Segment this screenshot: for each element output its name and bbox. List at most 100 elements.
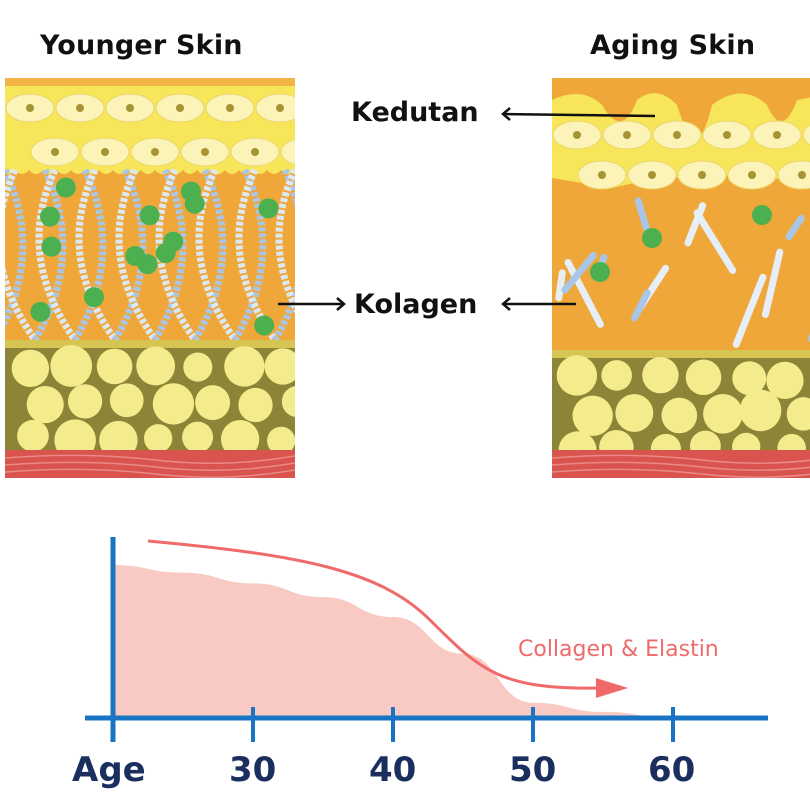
cell-nucleus xyxy=(76,104,84,112)
fat-cell xyxy=(143,424,173,453)
collagen-fiber xyxy=(75,168,118,343)
wrinkles-pointer-arrow-head xyxy=(501,107,511,121)
elastin-node xyxy=(752,205,772,225)
cell-nucleus xyxy=(201,148,209,156)
trend-arrow-line xyxy=(147,539,601,690)
elastin-node xyxy=(155,243,176,264)
collagen-fragment xyxy=(555,269,566,302)
collagen-fragment xyxy=(732,273,767,348)
muscle-layer xyxy=(552,450,810,478)
collagen-fiber xyxy=(191,168,227,342)
cell-nucleus xyxy=(51,148,59,156)
skin-cell xyxy=(255,93,295,123)
collagen-fiber xyxy=(5,168,27,330)
tick-label-40: 40 xyxy=(369,750,416,790)
fat-cell xyxy=(661,397,698,434)
collagen-fiber xyxy=(115,168,158,343)
cell-nucleus xyxy=(598,171,606,179)
collagen-fragment xyxy=(564,258,604,328)
elastin-node xyxy=(139,205,160,226)
elastin-node xyxy=(125,245,146,266)
elastin-node xyxy=(184,193,205,214)
fat-cell xyxy=(685,359,722,396)
fat-cell xyxy=(50,345,93,387)
elastin-node xyxy=(83,287,104,308)
cell-nucleus xyxy=(773,131,781,139)
collagen-fiber xyxy=(31,168,67,342)
fat-cell xyxy=(96,348,133,385)
fat-cell xyxy=(766,361,804,400)
younger-skin-panel xyxy=(5,78,295,478)
skin-cell xyxy=(802,124,810,146)
fat-cell xyxy=(238,387,273,423)
fat-cell xyxy=(109,383,144,418)
collagen-fiber xyxy=(231,168,267,342)
cell-nucleus xyxy=(623,131,631,139)
cell-nucleus xyxy=(723,131,731,139)
collagen-fragment xyxy=(561,251,597,294)
x-axis-label: Age xyxy=(72,750,146,790)
elastin-node xyxy=(55,177,76,198)
collagen-fiber xyxy=(271,168,295,342)
fat-cell xyxy=(281,386,295,418)
fat-cell xyxy=(99,420,138,460)
collagen-fragment xyxy=(693,209,737,274)
fat-cell xyxy=(220,419,260,459)
fat-cell xyxy=(183,352,213,382)
aging-skin-title: Aging Skin xyxy=(590,30,756,61)
elastin-node xyxy=(642,228,662,248)
tick-label-50: 50 xyxy=(509,750,556,790)
cell-nucleus xyxy=(176,104,184,112)
fat-cell xyxy=(572,395,613,437)
younger-skin-title: Younger Skin xyxy=(40,30,243,61)
fat-cell xyxy=(136,346,176,386)
skin-cell xyxy=(777,160,810,190)
fat-cell xyxy=(17,419,49,452)
fat-cell xyxy=(786,397,810,431)
fat-cell xyxy=(11,349,50,388)
cell-nucleus xyxy=(798,171,806,179)
collagen-area xyxy=(113,565,673,718)
fat-cell xyxy=(26,385,64,424)
elastin-node xyxy=(40,206,61,227)
collagen-fiber xyxy=(71,168,107,342)
aging-skin-panel xyxy=(552,78,810,478)
fat-cell xyxy=(642,356,679,394)
elastin-node xyxy=(30,301,51,322)
cell-nucleus xyxy=(276,104,284,112)
collagen-fiber xyxy=(151,168,187,342)
wrinkles-pointer-arrow xyxy=(502,112,656,118)
collagen-pointer-arrow-right-head xyxy=(501,297,511,311)
elastin-node xyxy=(254,315,275,336)
cell-nucleus xyxy=(673,131,681,139)
collagen-fiber xyxy=(5,168,38,343)
fat-cell xyxy=(224,346,265,387)
fat-cell xyxy=(67,384,103,419)
fat-cell xyxy=(739,389,782,432)
cell-nucleus xyxy=(226,104,234,112)
fat-cell xyxy=(556,355,598,396)
cell-nucleus xyxy=(26,104,34,112)
tick-label-30: 30 xyxy=(229,750,276,790)
fat-cell xyxy=(152,383,195,425)
fat-cell xyxy=(264,348,295,385)
cell-nucleus xyxy=(748,171,756,179)
collagen-fragment xyxy=(761,248,784,319)
collagen-fiber xyxy=(35,168,78,343)
elastin-node xyxy=(258,198,279,219)
collagen-fragment xyxy=(683,202,707,248)
cell-nucleus xyxy=(573,131,581,139)
cell-nucleus xyxy=(151,148,159,156)
cell-nucleus xyxy=(251,148,259,156)
cell-nucleus xyxy=(126,104,134,112)
elastin-node xyxy=(590,262,610,282)
collagen-fiber xyxy=(195,168,238,343)
wrinkles-label: Kedutan xyxy=(351,97,479,128)
elastin-node xyxy=(41,236,62,257)
fat-cell xyxy=(195,385,231,421)
fat-cell xyxy=(732,361,767,396)
skin-cell xyxy=(280,138,295,166)
tick-label-60: 60 xyxy=(648,750,695,790)
